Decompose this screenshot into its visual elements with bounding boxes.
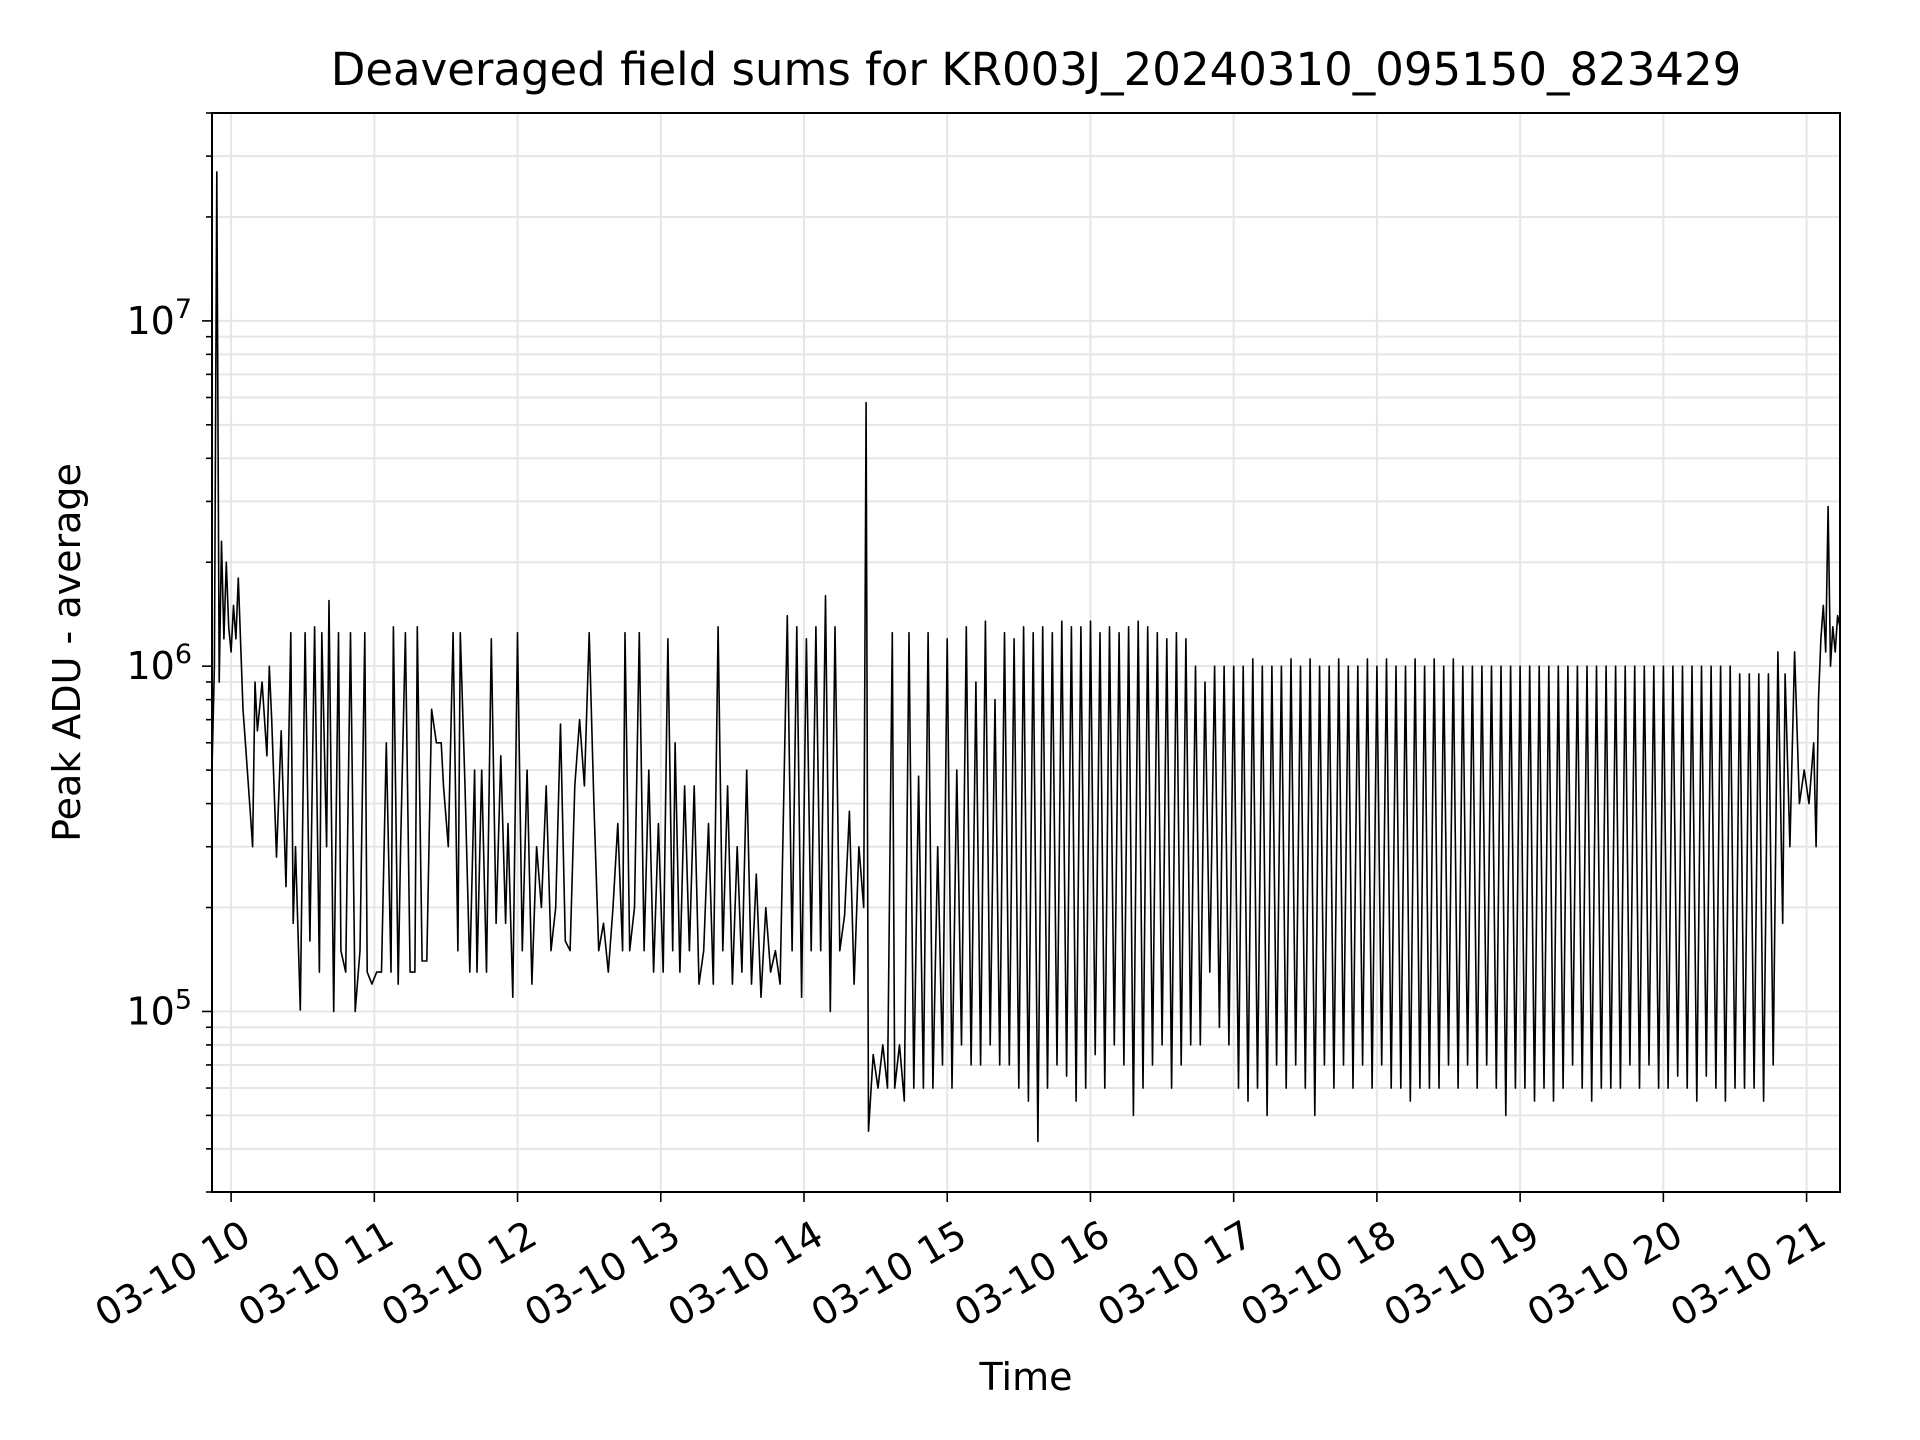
series-line bbox=[211, 171, 1841, 1143]
x-tick-label: 03-10 21 bbox=[1663, 1212, 1833, 1336]
x-tick-label: 03-10 17 bbox=[1090, 1212, 1260, 1336]
grid-lines bbox=[212, 112, 1840, 1193]
y-tick-exponent: 6 bbox=[175, 639, 192, 670]
x-tick-label: 03-10 20 bbox=[1520, 1212, 1690, 1336]
x-axis-label: Time bbox=[979, 1355, 1073, 1399]
x-tick-label: 03-10 19 bbox=[1377, 1212, 1547, 1336]
plot-area bbox=[211, 171, 1841, 1143]
y-tick-label: 105 bbox=[126, 984, 192, 1033]
axes-frame bbox=[211, 112, 1841, 1193]
x-tick-label: 03-10 11 bbox=[231, 1212, 401, 1336]
y-tick-base: 10 bbox=[126, 644, 174, 688]
x-tick-label: 03-10 15 bbox=[804, 1212, 974, 1336]
x-tick-label: 03-10 18 bbox=[1233, 1212, 1403, 1336]
chart-title: Deaveraged field sums for KR003J_2024031… bbox=[331, 43, 1742, 96]
x-tick-label: 03-10 13 bbox=[517, 1212, 687, 1336]
y-tick-base: 10 bbox=[126, 299, 174, 343]
y-tick-label: 106 bbox=[126, 639, 192, 688]
y-tick-base: 10 bbox=[126, 989, 174, 1033]
x-tick-label: 03-10 12 bbox=[374, 1212, 544, 1336]
y-tick-exponent: 7 bbox=[175, 294, 192, 325]
x-tick-label: 03-10 10 bbox=[88, 1212, 258, 1336]
y-tick-exponent: 5 bbox=[175, 984, 192, 1015]
y-tick-label: 107 bbox=[126, 294, 192, 343]
y-axis-label: Peak ADU - average bbox=[45, 463, 89, 842]
x-tick-label: 03-10 16 bbox=[947, 1212, 1117, 1336]
x-tick-label: 03-10 14 bbox=[661, 1212, 831, 1336]
